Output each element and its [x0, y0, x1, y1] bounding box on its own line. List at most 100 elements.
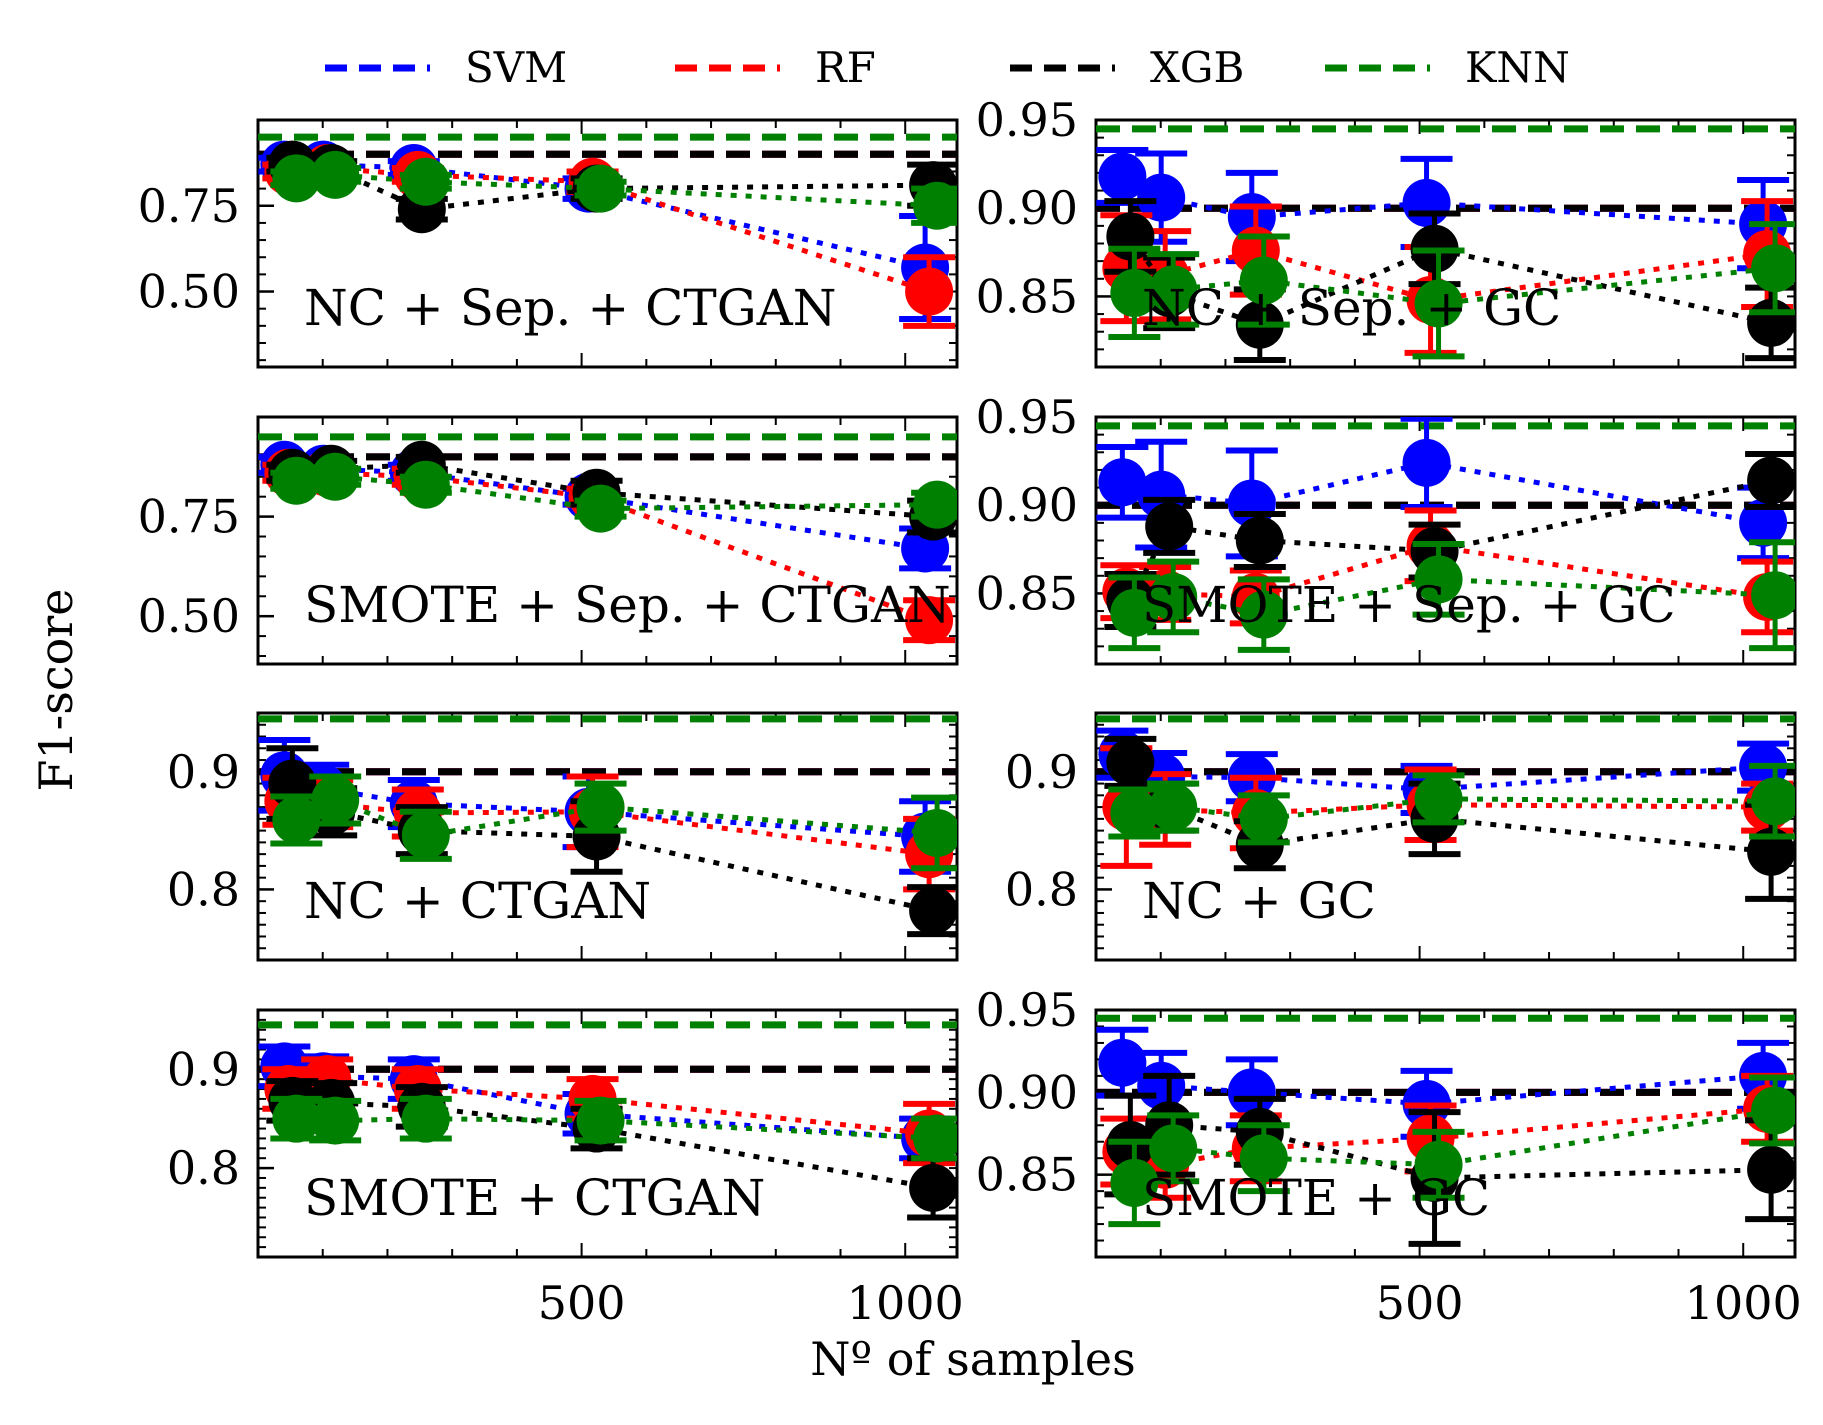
y-tick-label: 0.75 [138, 179, 240, 233]
data-point-knn [1414, 1140, 1463, 1189]
y-tick-label: 0.8 [167, 1141, 240, 1195]
data-point-svm [1739, 498, 1788, 547]
data-point-knn [913, 808, 957, 857]
x-tick-label: 1000 [1685, 1276, 1802, 1330]
data-point-svm [1098, 458, 1147, 507]
data-point-xgb [1235, 516, 1284, 565]
plot-area [1096, 715, 1795, 902]
data-point-xgb [1747, 1145, 1795, 1194]
plot-area [1096, 1014, 1795, 1247]
data-point-knn [1751, 777, 1795, 826]
series-line-svm [1121, 460, 1764, 526]
data-point-knn [401, 157, 450, 206]
panel-title: NC + Sep. + CTGAN [304, 279, 837, 337]
data-point-knn [1110, 268, 1159, 317]
y-tick-label: 0.8 [167, 862, 240, 916]
data-point-knn [1751, 571, 1795, 620]
data-point-knn [311, 1096, 360, 1145]
panel-frame [256, 118, 959, 369]
data-point-knn [1149, 265, 1198, 314]
series-line-svm [283, 772, 926, 839]
data-point-knn [1239, 1134, 1288, 1183]
panel-title: NC + GC [1142, 872, 1376, 930]
data-point-rf [905, 267, 954, 316]
data-point-knn [311, 776, 360, 825]
data-point-knn [576, 783, 625, 832]
series-line-svm [283, 1063, 926, 1141]
plot-area [1096, 125, 1795, 363]
plot-area [258, 1021, 957, 1221]
series-line-rf [288, 470, 930, 623]
data-point-knn [401, 1094, 450, 1143]
data-point-knn [1751, 244, 1795, 293]
data-point-knn [272, 796, 321, 845]
panel-title: NC + Sep. + GC [1142, 279, 1561, 337]
x-tick-label: 500 [1376, 1276, 1464, 1330]
data-point-xgb [1747, 298, 1795, 347]
data-point-knn [1414, 774, 1463, 823]
data-point-svm [1137, 1061, 1186, 1110]
data-point-xgb [1106, 212, 1155, 261]
panel-title: NC + CTGAN [304, 872, 651, 930]
y-tick-label: 0.9 [167, 1042, 240, 1096]
data-point-knn [1110, 1158, 1159, 1207]
data-point-knn [1110, 788, 1159, 837]
data-point-svm [1402, 178, 1451, 227]
panel-row4-right: 0.95 0.90 0.85 500 1000 SMOTE + GC [976, 983, 1802, 1330]
panel-row4-left: 0.9 0.8 500 1000 SMOTE + CTGAN [167, 1008, 964, 1330]
y-tick-label: 0.90 [976, 181, 1078, 235]
x-tick-label: 500 [538, 1276, 626, 1330]
data-point-knn [1414, 279, 1463, 328]
data-point-knn [311, 150, 360, 199]
data-point-knn [576, 164, 625, 213]
y-tick-label: 0.8 [1005, 862, 1078, 916]
panel-row2-left: 0.75 0.50 SMOTE + Sep. + CTGAN [138, 415, 959, 666]
y-axis-label: F1-score [29, 588, 83, 791]
data-point-svm [1098, 152, 1147, 201]
y-tick-label: 0.85 [976, 269, 1078, 323]
panel-row3-left: 0.9 0.8 NC + CTGAN [167, 711, 959, 962]
data-point-knn [1414, 555, 1463, 604]
y-tick-label: 0.95 [976, 390, 1078, 444]
data-point-knn [913, 480, 957, 529]
panel-title: SMOTE + Sep. + GC [1142, 576, 1676, 634]
data-point-knn [1239, 590, 1288, 639]
panel-frame [256, 415, 959, 666]
data-point-knn [272, 154, 321, 203]
data-point-rf [905, 596, 954, 645]
data-point-knn [401, 460, 450, 509]
legend-label-knn: KNN [1465, 43, 1570, 92]
data-point-knn [576, 1096, 625, 1145]
data-point-knn [1239, 256, 1288, 305]
y-tick-label: 0.50 [138, 265, 240, 319]
y-tick-label: 0.9 [167, 745, 240, 799]
data-point-xgb [1106, 738, 1155, 787]
data-point-knn [913, 181, 957, 230]
data-point-xgb [1747, 456, 1795, 505]
data-point-xgb [909, 1163, 957, 1212]
data-point-svm [1227, 1068, 1276, 1117]
legend: SVM RF XGB KNN [325, 43, 1570, 92]
y-tick-label: 0.9 [1005, 745, 1078, 799]
y-tick-label: 0.95 [976, 93, 1078, 147]
data-point-svm [1137, 173, 1186, 222]
data-point-knn [1149, 783, 1198, 832]
data-point-knn [272, 1094, 321, 1143]
data-point-xgb [1145, 502, 1194, 551]
series-line-knn [1133, 576, 1776, 618]
data-point-knn [272, 456, 321, 505]
legend-label-xgb: XGB [1150, 43, 1244, 92]
y-tick-label: 0.50 [138, 589, 240, 643]
data-point-xgb [909, 886, 957, 935]
series-line-xgb [1128, 478, 1772, 602]
legend-label-svm: SVM [465, 43, 567, 92]
data-point-knn [1239, 794, 1288, 843]
panels: 0.75 0.50 NC + Sep. + CTGAN 0.95 0.90 0.85 NC … [138, 93, 1802, 1330]
data-point-knn [311, 452, 360, 501]
panel-row1-left: 0.75 0.50 NC + Sep. + CTGAN [138, 118, 959, 369]
data-point-knn [1751, 1086, 1795, 1135]
panel-row2-right: 0.95 0.90 0.85 SMOTE + Sep. + GC [976, 390, 1797, 666]
y-tick-label: 0.75 [138, 490, 240, 544]
plot-area [258, 433, 957, 645]
plot-area [258, 715, 957, 938]
